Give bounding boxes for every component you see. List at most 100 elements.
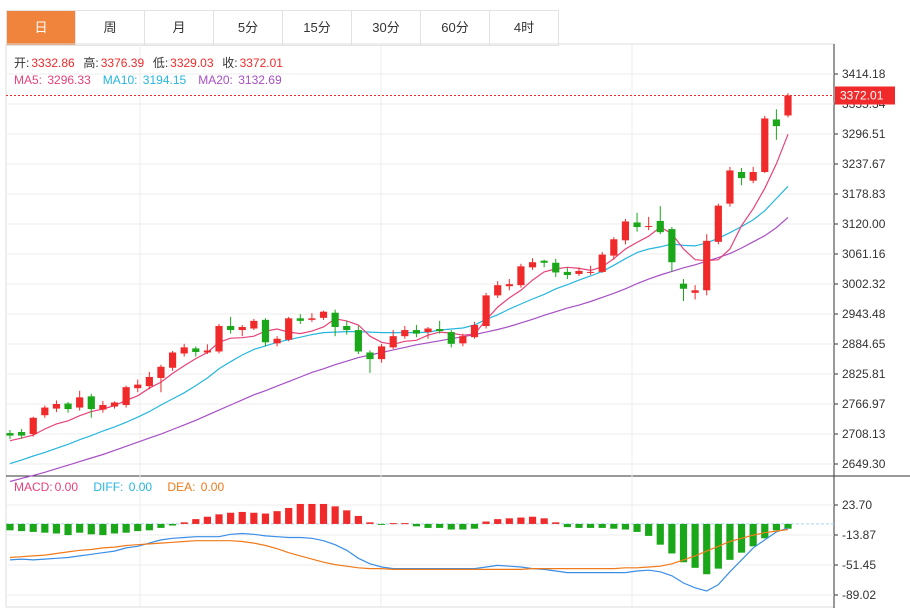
diff-line (9, 527, 789, 592)
high-label: 高: (83, 56, 99, 70)
candle (343, 320, 351, 335)
candle-body (610, 239, 618, 256)
candle (145, 371, 153, 390)
tab-30min[interactable]: 30分 (352, 11, 421, 45)
tab-60min[interactable]: 60分 (421, 11, 490, 45)
candle (238, 324, 246, 337)
candle-body (215, 325, 223, 352)
macd-bar (122, 523, 130, 533)
candle-body (122, 387, 130, 406)
candle (354, 325, 362, 355)
candle (714, 203, 722, 245)
ma-readout: MA5: 3296.33 MA10: 3194.15 MA20: 3132.69 (14, 73, 284, 87)
candle (761, 115, 769, 174)
tab-month[interactable]: 月 (145, 11, 214, 45)
candle-body (772, 119, 780, 127)
candle-body (668, 229, 676, 263)
macd-bar (761, 523, 769, 539)
candle-body (447, 332, 455, 344)
candle-body (528, 262, 537, 268)
candle (87, 393, 95, 418)
macd-bar (563, 523, 571, 528)
tab-week[interactable]: 周 (76, 11, 145, 45)
ma20-label: MA20: (198, 73, 233, 87)
candle (749, 166, 757, 184)
macd-bar (180, 522, 188, 524)
macd-bar (784, 523, 792, 529)
ohlc-readout: 开: 3332.86 高: 3376.39 低: 3329.03 收: 3372.01 (14, 54, 285, 71)
macd-bar (157, 523, 165, 528)
candle-body (552, 262, 560, 273)
macd-bar (110, 523, 119, 534)
macd-bar (645, 523, 653, 536)
candle (250, 318, 258, 331)
macd-bar (87, 523, 95, 535)
candle (784, 93, 792, 118)
candle-body (575, 270, 583, 274)
dea-value: 0.00 (200, 480, 225, 494)
macd-bar (424, 523, 432, 528)
macd-bar (540, 518, 548, 524)
candle (29, 416, 37, 437)
candle-body (703, 240, 711, 291)
candle-body (110, 402, 119, 407)
candle (157, 364, 165, 393)
macd-bar (6, 523, 14, 531)
tab-15min[interactable]: 15分 (283, 11, 352, 45)
candle-body (366, 352, 374, 360)
macd-value: 0.00 (54, 480, 79, 494)
candle-body (586, 271, 595, 273)
tab-day[interactable]: 日 (7, 11, 76, 45)
candle-body (29, 417, 37, 435)
candle (563, 267, 571, 280)
macd-bar (610, 523, 618, 529)
macd-bar (575, 523, 583, 528)
candle-body (656, 220, 664, 233)
candle-body (134, 384, 142, 389)
tab-4hour[interactable]: 4时 (490, 11, 559, 45)
candle-body (145, 376, 153, 387)
macd-bar (215, 514, 223, 524)
candle (227, 316, 235, 334)
candle (528, 258, 537, 270)
candle-body (87, 396, 95, 410)
candle (633, 212, 641, 232)
candle (482, 292, 490, 329)
candle-body (633, 222, 641, 228)
ma5-value: 3296.33 (47, 73, 91, 87)
y-tick-label: 3178.83 (842, 187, 886, 201)
candle-body (285, 318, 293, 340)
candle (273, 336, 281, 347)
macd-bar (656, 523, 664, 545)
candle-body (563, 271, 571, 275)
candle (772, 109, 780, 140)
y-tick-label: 2943.48 (842, 307, 886, 321)
macd-bar (354, 515, 362, 524)
macd-bar (528, 516, 537, 524)
macd-bar (447, 523, 455, 530)
y-tick-label: 2708.13 (842, 427, 886, 441)
macd-bar (633, 523, 641, 532)
macd-bar (76, 523, 84, 533)
macd-tick-label: -13.87 (842, 528, 876, 542)
macd-label: MACD: (14, 480, 53, 494)
candle-body (761, 118, 769, 172)
macd-bar (273, 511, 281, 524)
candle (203, 344, 212, 355)
macd-bar (203, 516, 212, 524)
candle (656, 206, 664, 235)
open-value: 3332.86 (31, 56, 75, 70)
candle (691, 285, 699, 300)
plot-frame (5, 43, 835, 608)
candle (99, 400, 107, 413)
candle (64, 401, 72, 413)
candle-body (494, 285, 502, 296)
ma10-label: MA10: (102, 73, 138, 87)
macd-bar (227, 512, 235, 524)
macd-tick-label: -89.02 (842, 588, 876, 602)
tab-5min[interactable]: 5分 (214, 11, 283, 45)
macd-bar (772, 523, 780, 531)
candle (517, 263, 525, 288)
macd-bar (238, 511, 246, 524)
